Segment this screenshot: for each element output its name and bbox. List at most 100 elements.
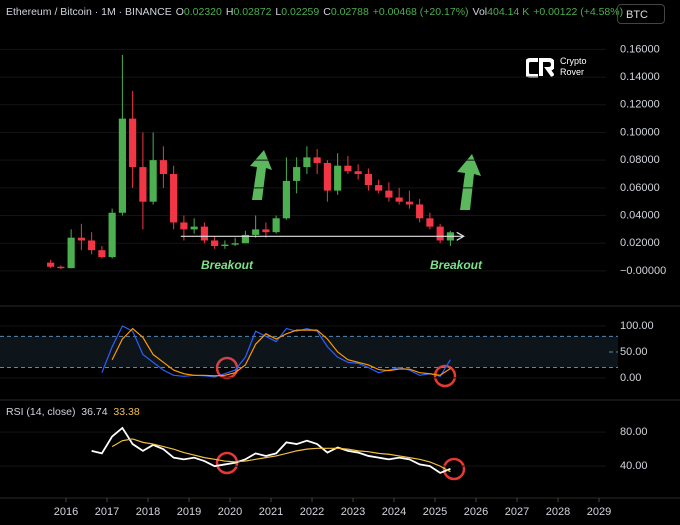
candle-body — [221, 244, 229, 246]
candle-body — [262, 229, 270, 233]
field-label: H — [225, 6, 234, 18]
candle-body — [211, 240, 219, 246]
x-tick-label: 2029 — [587, 506, 611, 518]
y-tick-label: 0.00 — [620, 372, 641, 384]
candle-body — [375, 185, 383, 191]
highlight-circle — [442, 457, 466, 481]
y-tick-label: 0.04000 — [620, 209, 660, 221]
rsi-title: RSI (14, close) — [6, 406, 76, 418]
y-tick-label: 0.08000 — [620, 154, 660, 166]
x-tick-label: 2028 — [546, 506, 570, 518]
series-line — [101, 325, 451, 378]
logo: Crypto Rover — [526, 56, 587, 78]
logo-line: Rover — [560, 67, 585, 77]
y-tick-label: 50.00 — [620, 346, 648, 358]
candle-body — [149, 160, 157, 202]
currency-button[interactable]: BTC — [617, 4, 665, 24]
y-tick-label: 0.14000 — [620, 71, 660, 83]
y-tick-label: 0.02000 — [620, 237, 660, 249]
candle-body — [77, 237, 85, 241]
candle-body — [395, 197, 403, 202]
candle-body — [272, 218, 280, 233]
rsi-header: RSI (14, close) 36.74 33.38 — [6, 406, 140, 418]
field-label: C — [323, 6, 331, 18]
candle-body — [241, 234, 249, 244]
x-tick-label: 2024 — [382, 506, 406, 518]
x-tick-label: 2021 — [259, 506, 283, 518]
candle-body — [446, 232, 454, 241]
y-tick-label: 40.00 — [620, 460, 648, 472]
y-tick-label: 80.00 — [620, 426, 648, 438]
y-tick-label: −0.00000 — [620, 265, 666, 277]
x-tick-label: 2018 — [136, 506, 160, 518]
candle-body — [252, 229, 260, 235]
candle-body — [405, 201, 413, 205]
candle-body — [108, 212, 116, 258]
x-tick-label: 2022 — [300, 506, 324, 518]
annotation: Breakout — [201, 258, 254, 272]
highlight-circle — [215, 451, 239, 475]
symbol-header: Ethereum / Bitcoin · 1M · BINANCE O0.0232… — [6, 6, 623, 18]
x-tick-label: 2020 — [218, 506, 242, 518]
candle-body — [385, 190, 393, 198]
field-value: +0.00122 (+4.58%) — [533, 6, 624, 18]
field-value: 0.02320 — [183, 6, 222, 18]
candle-body — [67, 237, 75, 269]
candle-body — [139, 167, 147, 202]
rsi-value: 36.74 — [81, 406, 108, 418]
x-tick-label: 2027 — [505, 506, 529, 518]
x-tick-label: 2023 — [341, 506, 365, 518]
candle-body — [129, 118, 137, 168]
candle-body — [118, 118, 126, 213]
candle-body — [47, 262, 55, 267]
y-tick-label: 0.12000 — [620, 99, 660, 111]
rsi-ma-value: 33.38 — [113, 406, 140, 418]
candle-body — [303, 157, 311, 168]
highlight-circle — [433, 364, 457, 388]
candle-body — [426, 218, 434, 227]
field-value: 0.02788 — [330, 6, 369, 18]
candle-body — [313, 157, 321, 163]
candle-body — [200, 226, 208, 241]
candle-body — [436, 226, 444, 241]
y-tick-label: 0.06000 — [620, 182, 660, 194]
x-tick-label: 2026 — [464, 506, 488, 518]
field-label: Vol — [472, 6, 488, 18]
arrow-up — [457, 154, 481, 210]
highlight-circle — [215, 356, 239, 380]
series-line — [111, 327, 451, 377]
candle-body — [88, 240, 96, 251]
y-tick-label: 100.00 — [620, 320, 654, 332]
candle-body — [180, 222, 188, 230]
candle-body — [190, 226, 198, 230]
y-tick-label: 0.16000 — [620, 43, 660, 55]
candle-body — [334, 165, 342, 191]
x-tick-label: 2017 — [95, 506, 119, 518]
candle-body — [354, 171, 362, 174]
support-arrowhead — [456, 231, 465, 241]
symbol: Ethereum / Bitcoin · 1M · BINANCE — [6, 6, 172, 18]
arrow-up — [250, 150, 272, 200]
field-value: 0.02259 — [281, 6, 320, 18]
candle-body — [282, 180, 290, 219]
candle-body — [98, 250, 106, 258]
candle-body — [159, 160, 167, 174]
field-label: L — [275, 6, 282, 18]
series-line — [91, 426, 451, 474]
field-label: O — [175, 6, 184, 18]
y-tick-label: 0.10000 — [620, 126, 660, 138]
candle-body — [170, 174, 178, 223]
candle-body — [231, 243, 239, 245]
band-fill — [0, 336, 618, 368]
candle-body — [323, 162, 331, 191]
field-value: +0.00468 (+20.17%) — [372, 6, 469, 18]
x-tick-label: 2019 — [177, 506, 201, 518]
candle-body — [57, 266, 65, 269]
logo-icon — [526, 58, 554, 78]
field-value: 404.14 K — [487, 6, 530, 18]
series-line — [111, 438, 451, 473]
field-value: 0.02872 — [233, 6, 272, 18]
annotation: Breakout — [430, 258, 483, 272]
